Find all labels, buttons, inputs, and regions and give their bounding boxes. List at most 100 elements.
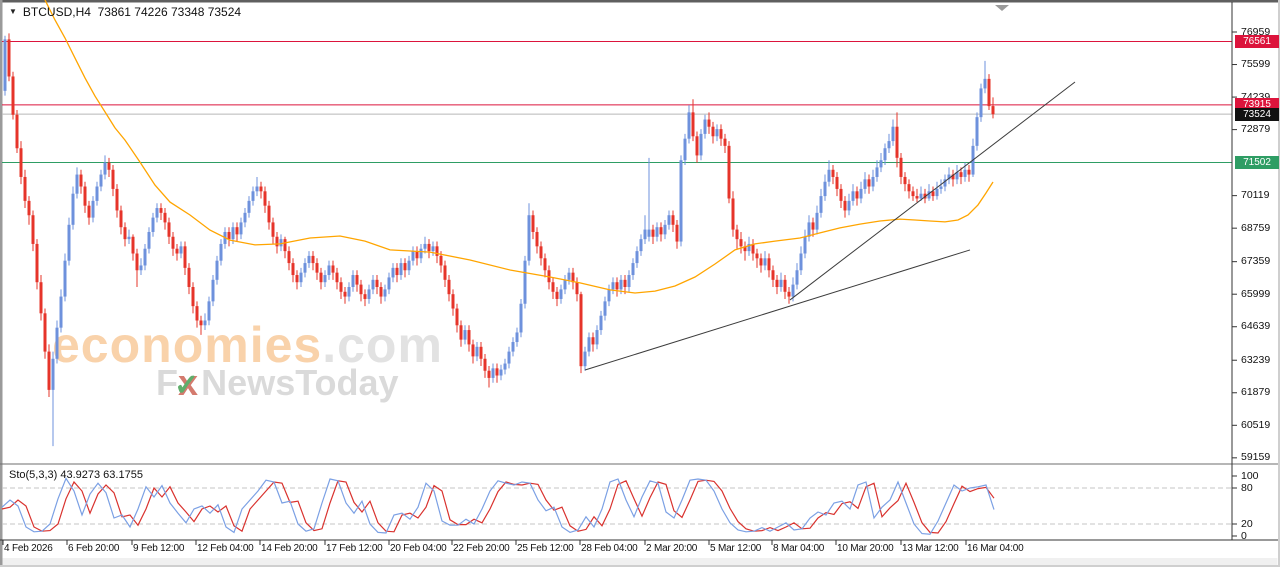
candle-body	[675, 224, 679, 242]
candle-body	[767, 258, 771, 271]
chevron-down-icon[interactable]: ▼	[9, 7, 17, 16]
candle-body	[823, 181, 827, 197]
candle-body	[491, 368, 495, 378]
candle-body	[663, 224, 667, 235]
candle-body	[987, 78, 991, 107]
candle-body	[855, 191, 859, 199]
candle-body	[371, 279, 375, 290]
candle-body	[339, 282, 343, 292]
chart-title-text: BTCUSD,H4 73861 74226 73348 73524	[22, 5, 242, 19]
candle-body	[403, 263, 407, 271]
candle-body	[135, 253, 139, 271]
window-frame-top	[0, 0, 1280, 3]
candle-body	[831, 169, 835, 177]
candle-body	[687, 112, 691, 139]
candle-body	[187, 267, 191, 287]
trendline-1	[789, 81, 1076, 301]
candle-body	[311, 255, 315, 264]
candle-body	[59, 296, 63, 328]
candle-body	[99, 174, 103, 187]
candle-body	[303, 263, 307, 273]
candle-body	[587, 337, 591, 352]
candle-body	[651, 229, 655, 237]
candle-body	[215, 260, 219, 280]
candle-body	[559, 289, 563, 299]
candle-body	[691, 112, 695, 137]
scroll-to-end-marker[interactable]	[995, 5, 1009, 11]
stochastic-signal-line	[1, 479, 995, 534]
candle-body	[715, 129, 719, 137]
candle-body	[11, 76, 15, 115]
candle-body	[295, 275, 299, 283]
candle-body	[647, 229, 651, 237]
candle-body	[43, 313, 47, 352]
candle-body	[967, 169, 971, 175]
candle-body	[607, 289, 611, 302]
candle-body	[847, 200, 851, 211]
candle-body	[483, 358, 487, 371]
watermark-economies: economies.com	[52, 317, 443, 373]
candle-body	[939, 186, 943, 189]
candle-body	[39, 282, 43, 314]
candle-body	[347, 287, 351, 297]
candle-body	[155, 208, 159, 218]
candle-body	[23, 176, 27, 201]
candle-body	[479, 346, 483, 359]
candle-body	[919, 193, 923, 199]
candle-body	[595, 330, 599, 345]
candle-body	[807, 222, 811, 237]
candle-body	[407, 260, 411, 271]
candle-body	[983, 78, 987, 89]
candle-body	[771, 270, 775, 280]
candle-body	[487, 370, 491, 378]
candle-body	[871, 176, 875, 187]
candle-body	[323, 275, 327, 283]
candle-body	[755, 253, 759, 259]
stochastic-label: Sto(5,3,3) 43.9273 63.1755	[9, 469, 143, 481]
candle-body	[263, 191, 267, 206]
candle-body	[563, 279, 567, 290]
candle-body	[83, 186, 87, 206]
candle-body	[835, 176, 839, 189]
candle-body	[235, 227, 239, 235]
candle-body	[891, 126, 895, 142]
candle-body	[975, 117, 979, 146]
candle-body	[115, 188, 119, 211]
candle-body	[79, 174, 83, 187]
candle-body	[363, 294, 367, 299]
candle-body	[167, 222, 171, 237]
candle-body	[543, 258, 547, 271]
candle-body	[71, 193, 75, 225]
candle-body	[439, 255, 443, 266]
candle-body	[955, 172, 959, 180]
candle-body	[359, 284, 363, 295]
candle-body	[943, 179, 947, 187]
candle-body	[315, 263, 319, 273]
candle-body	[863, 179, 867, 189]
candle-body	[739, 239, 743, 247]
moving-average-line	[44, 0, 994, 294]
candle-body	[111, 169, 115, 189]
candle-body	[331, 265, 335, 273]
candle-body	[183, 246, 187, 268]
candle-body	[979, 88, 983, 118]
watermark-x-glyph: x	[178, 362, 199, 403]
candle-body	[143, 248, 147, 266]
candle-body	[659, 227, 663, 235]
check-icon: ✓	[174, 369, 200, 402]
candle-body	[419, 248, 423, 259]
candle-body	[251, 191, 255, 201]
candle-body	[899, 157, 903, 177]
candle-body	[383, 289, 387, 297]
candle-body	[207, 301, 211, 321]
watermark-fxnewstoday: Fx✓NewsToday	[156, 362, 399, 403]
candle-body	[815, 212, 819, 230]
candle-body	[95, 186, 99, 201]
candle-body	[531, 215, 535, 232]
candle-body	[911, 191, 915, 197]
candle-body	[931, 191, 935, 197]
candle-body	[599, 315, 603, 331]
candle-body	[787, 291, 791, 297]
